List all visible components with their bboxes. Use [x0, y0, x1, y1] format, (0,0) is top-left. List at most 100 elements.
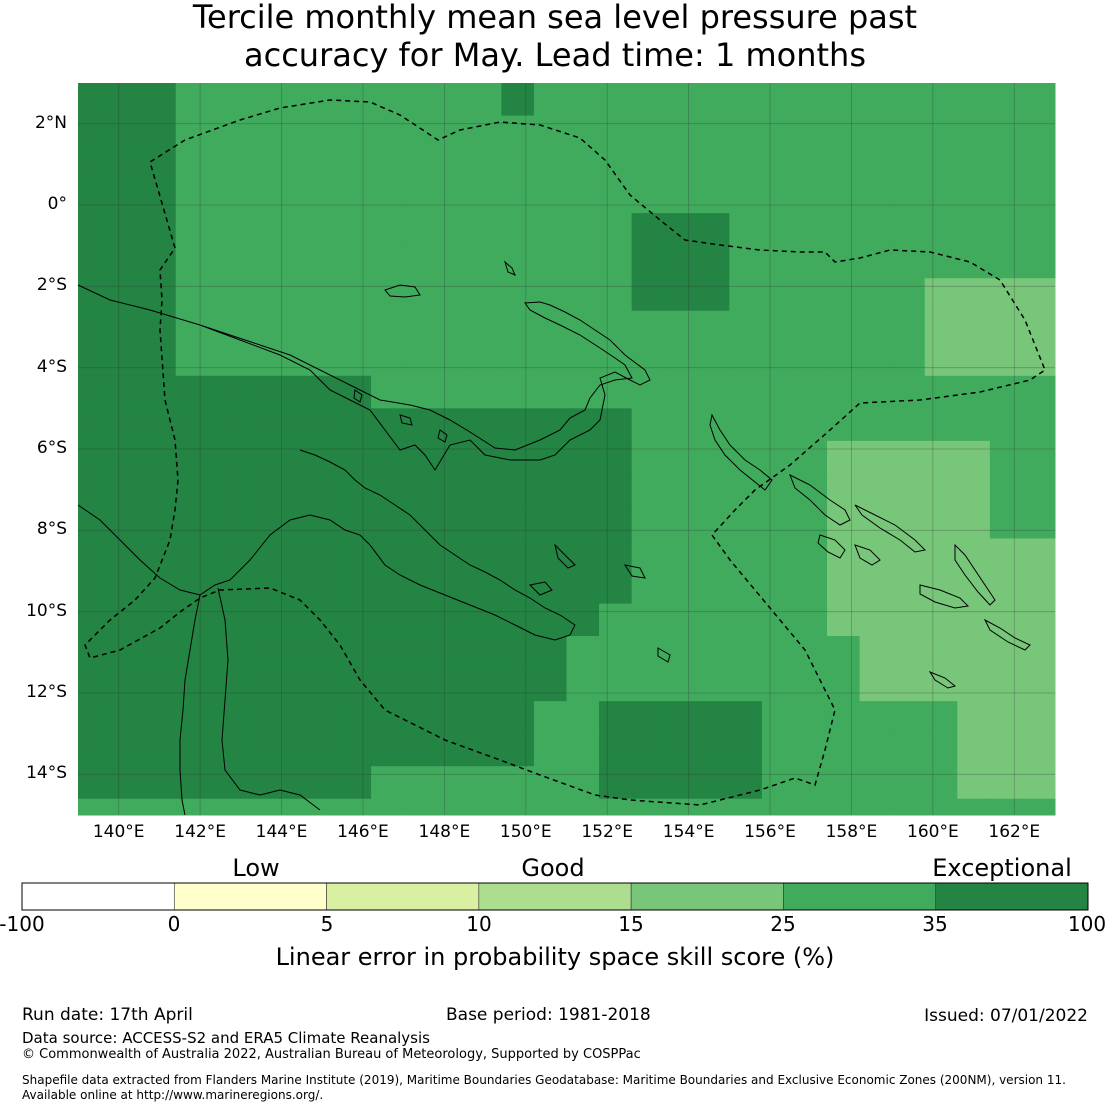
skill-cell: [273, 440, 307, 474]
skill-cell: [338, 603, 372, 637]
skill-cell: [989, 278, 1023, 312]
skill-cell: [305, 733, 340, 767]
skill-cell: [533, 180, 567, 214]
skill-cell: [761, 636, 795, 670]
skill-cell: [794, 115, 828, 149]
skill-cell: [859, 505, 893, 539]
skill-cell: [501, 603, 535, 637]
latitude-label: 8°S: [36, 519, 67, 540]
skill-cell: [566, 571, 600, 605]
skill-cell: [729, 636, 763, 670]
skill-cell: [436, 733, 470, 767]
skill-cell: [175, 245, 209, 279]
skill-cell: [729, 440, 763, 474]
skill-cell: [305, 440, 340, 474]
skill-cell: [924, 83, 958, 117]
skill-cell: [859, 148, 893, 182]
skill-cell: [371, 733, 405, 767]
skill-cell: [273, 701, 307, 735]
skill-cell: [664, 343, 698, 377]
skill-cell: [957, 83, 991, 117]
skill-cell: [892, 473, 926, 507]
skill-cell: [957, 408, 991, 442]
skill-cell: [273, 733, 307, 767]
skill-cell: [859, 408, 893, 442]
skill-cell: [533, 310, 567, 344]
skill-cell: [403, 83, 437, 117]
skill-cell: [436, 278, 470, 312]
latitude-label: 0°: [47, 194, 67, 214]
skill-cell: [566, 278, 600, 312]
skill-cell: [371, 310, 405, 344]
skill-cell: [533, 278, 567, 312]
skill-cell: [989, 571, 1023, 605]
skill-cell: [989, 83, 1023, 117]
skill-cell: [501, 310, 535, 344]
skill-cell: [892, 701, 926, 735]
skill-cell: [827, 766, 861, 800]
base-period: Base period: 1981-2018: [446, 1005, 651, 1025]
skill-cell: [859, 701, 893, 735]
skill-cell: [599, 473, 633, 507]
skill-cell: [240, 278, 274, 312]
skill-cell: [957, 213, 991, 247]
skill-cell: [78, 473, 112, 507]
skill-cell: [761, 310, 795, 344]
skill-cell: [240, 343, 274, 377]
skill-cell: [631, 115, 665, 149]
skill-cell: [664, 668, 698, 702]
skill-cell: [1022, 83, 1056, 117]
colorbar-segment: [783, 882, 937, 911]
skill-cell: [599, 733, 633, 767]
skill-cell: [403, 440, 437, 474]
skill-cell: [273, 83, 307, 117]
skill-cell: [924, 505, 958, 539]
skill-cell: [794, 375, 828, 409]
skill-cell: [729, 375, 763, 409]
skill-cell: [761, 278, 795, 312]
skill-cell: [436, 83, 470, 117]
skill-cell: [240, 668, 274, 702]
skill-cell: [794, 83, 828, 117]
skill-cell: [794, 701, 828, 735]
skill-cell: [208, 375, 242, 409]
skill-cell: [892, 343, 926, 377]
skill-cell: [371, 636, 405, 670]
skill-cell: [892, 766, 926, 800]
skill-cell: [989, 375, 1023, 409]
skill-cell: [599, 245, 633, 279]
skill-cell: [501, 505, 535, 539]
skill-cell: [957, 440, 991, 474]
skill-cell: [599, 636, 633, 670]
copyright: © Commonwealth of Australia 2022, Austra…: [22, 1047, 641, 1062]
skill-cell: [468, 148, 502, 182]
skill-cell: [761, 701, 795, 735]
skill-cell: [924, 310, 958, 344]
skill-cell: [664, 440, 698, 474]
skill-cell: [761, 440, 795, 474]
skill-cell: [175, 375, 209, 409]
map-title-line-1: Tercile monthly mean sea level pressure …: [192, 0, 918, 36]
skill-cell: [696, 766, 730, 800]
skill-cell: [892, 636, 926, 670]
skill-cell: [794, 408, 828, 442]
skill-cell: [761, 115, 795, 149]
skill-cell: [273, 278, 307, 312]
skill-cell: [371, 115, 405, 149]
colorbar-segment: [21, 882, 175, 911]
skill-cell: [436, 245, 470, 279]
skill-cell: [924, 213, 958, 247]
skill-cell: [240, 245, 274, 279]
skill-cell: [631, 701, 665, 735]
skill-cell: [924, 603, 958, 637]
skill-cell: [273, 148, 307, 182]
skill-cell: [371, 213, 405, 247]
skill-cell: [110, 83, 144, 117]
skill-cell: [208, 571, 242, 605]
skill-cell: [859, 343, 893, 377]
skill-cell: [143, 245, 177, 279]
colorbar-tick: 5: [320, 912, 334, 936]
skill-cell: [631, 636, 665, 670]
skill-cell: [468, 701, 502, 735]
skill-cell: [957, 733, 991, 767]
